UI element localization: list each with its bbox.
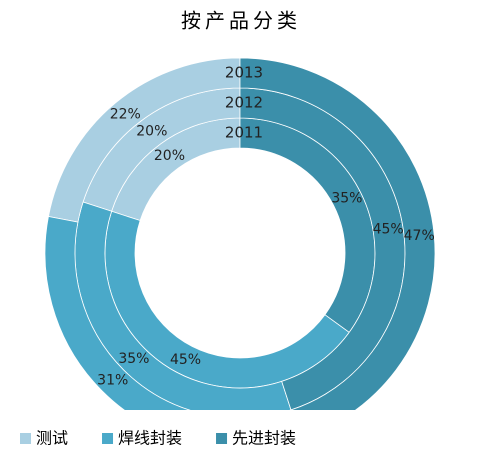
legend-label: 焊线封装 [118,429,182,448]
ring-label: 2012 [225,94,263,112]
legend-area [0,410,482,468]
legend-swatch [216,433,228,444]
data-label: 31% [97,372,128,388]
data-label: 35% [331,191,362,207]
data-label: 45% [373,222,404,238]
ring-label: 2013 [225,64,263,82]
data-label: 20% [136,124,167,140]
data-label: 45% [170,352,201,368]
legend: 测试 焊线封装 先进封装 [20,429,296,448]
data-label: 20% [154,148,185,164]
legend-label: 先进封装 [232,429,296,448]
ring-segment [239,57,436,410]
chart-title: 按产品分类 [181,9,301,33]
legend-label: 测试 [36,429,68,448]
ring-segment [44,215,191,410]
legend-swatch [20,433,31,444]
ring-label: 2011 [225,124,263,142]
rings: 20% 45% 35% 2011 20% 35% 45% 2012 22% 31% 47% 2013 [44,57,436,410]
legend-swatch [102,433,114,444]
data-label: 47% [404,228,435,244]
data-label: 35% [118,351,149,367]
data-label: 22% [110,106,141,122]
